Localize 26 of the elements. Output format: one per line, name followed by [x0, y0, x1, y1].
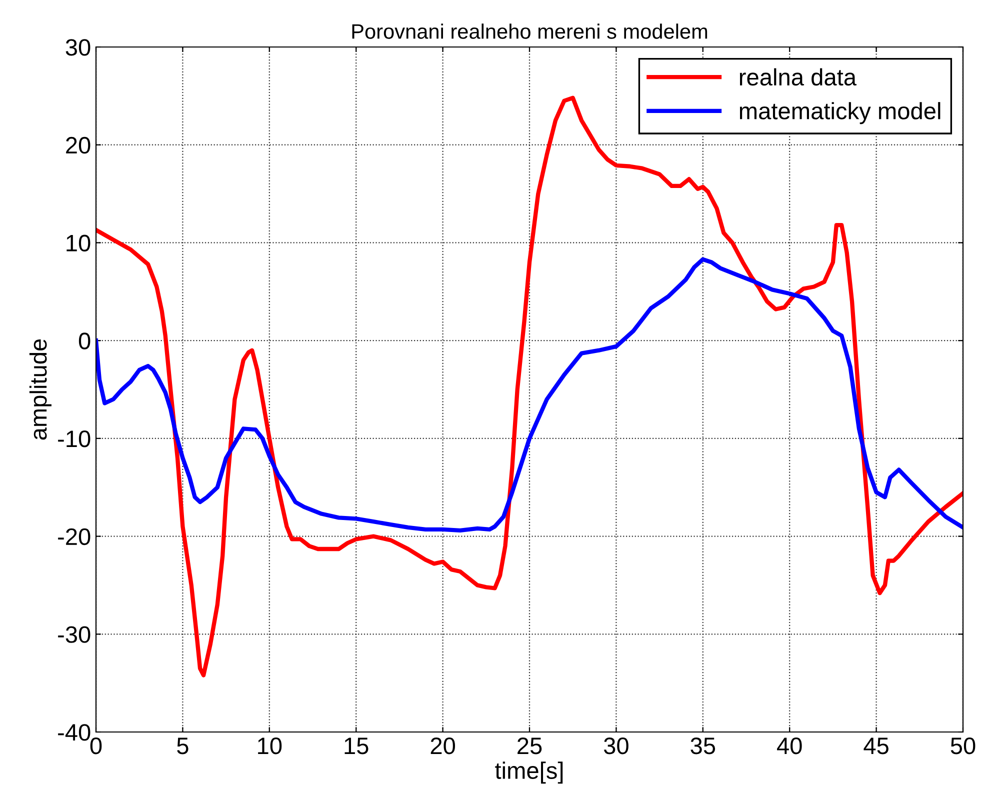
x-tick-label: 15 — [344, 738, 368, 754]
legend-label: matematicky model — [740, 102, 940, 124]
x-tick-label: 25 — [518, 737, 542, 754]
x-tick-label: 40 — [777, 737, 802, 754]
x-tick-label: 20 — [430, 737, 456, 754]
x-tick-label: 50 — [950, 737, 976, 754]
y-tick-label: 0 — [78, 332, 90, 350]
y-axis-title: amplitude — [29, 339, 52, 440]
x-tick-label: 35 — [690, 737, 716, 754]
chart-title: Porovnani realneho mereni s modelem — [352, 24, 708, 39]
y-tick-label: 20 — [66, 136, 90, 154]
line-series — [96, 96, 963, 678]
legend-label: realna data — [740, 68, 857, 86]
y-tick-label: 30 — [66, 39, 90, 56]
y-tick-label: 10 — [66, 234, 90, 252]
x-axis-title: time[s] — [495, 762, 563, 784]
y-tick-label: -10 — [58, 430, 90, 448]
x-tick-label: 45 — [864, 738, 888, 754]
x-tick-label: 0 — [90, 737, 102, 754]
x-tick-label: 30 — [604, 737, 628, 754]
x-tick-label: 5 — [177, 738, 188, 754]
y-tick-label: -40 — [58, 724, 90, 741]
x-tick-label: 10 — [258, 737, 282, 754]
y-tick-label: -30 — [58, 626, 90, 643]
line-series — [96, 257, 963, 532]
y-tick-label: -20 — [58, 528, 90, 546]
